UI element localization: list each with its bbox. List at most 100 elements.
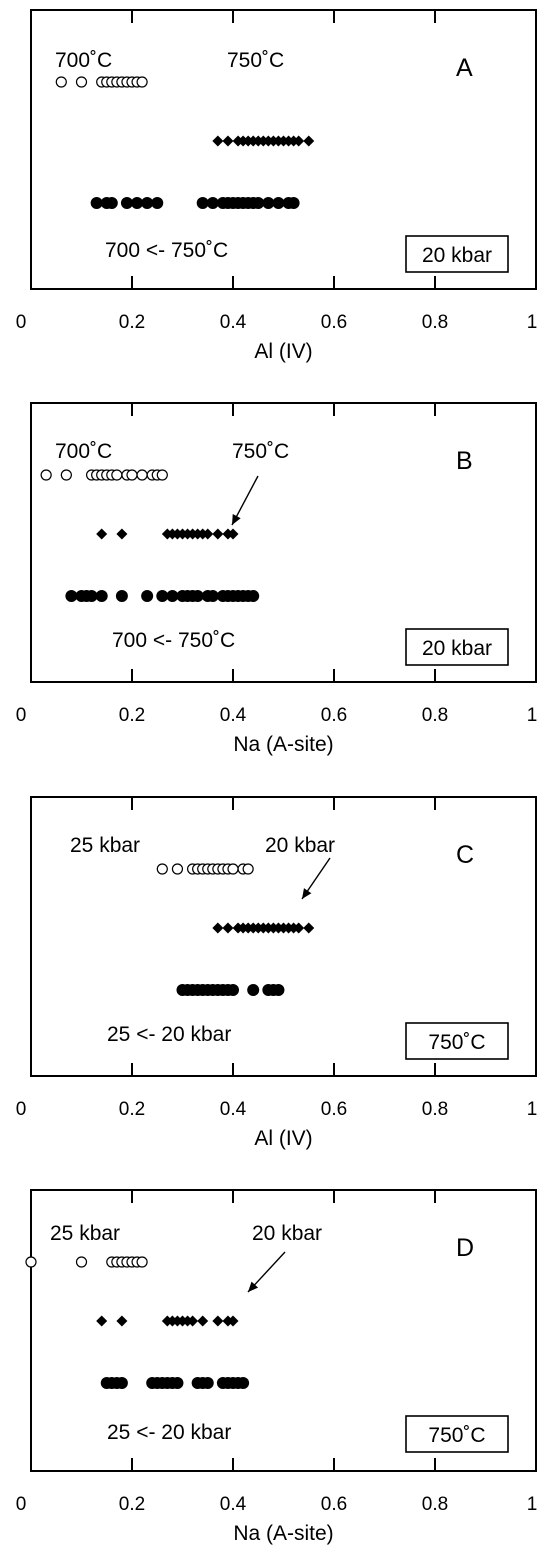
- filled-circle-point: [115, 1377, 128, 1389]
- diamond-point: [222, 922, 234, 934]
- open-circle-point: [136, 76, 148, 88]
- filled-circle-point: [252, 197, 265, 209]
- filled-circle-point: [90, 197, 103, 209]
- annotation-label: 700˚C: [55, 49, 112, 72]
- x-tick-label: 0: [16, 705, 27, 726]
- x-tick-label: 1: [527, 312, 538, 333]
- diamond-point: [212, 135, 224, 147]
- open-circle-point: [136, 1256, 148, 1268]
- x-tick-label: 0.8: [422, 705, 448, 726]
- panel-b: 0 0.2 0.4 0.6 0.8 1 Na (A-site) B 700˚C 750˚C 700 …: [16, 402, 538, 756]
- filled-circle-point: [201, 1377, 214, 1389]
- filled-circle-point: [131, 197, 144, 209]
- boxed-label-frame: [405, 1022, 509, 1060]
- diamond-point: [303, 135, 315, 147]
- arrow-head: [248, 1281, 259, 1292]
- x-tick-label: 1: [527, 1099, 538, 1120]
- panel-letter: B: [456, 447, 473, 475]
- open-circle-point: [136, 469, 148, 481]
- open-circle-point: [75, 76, 88, 88]
- filled-circle-point: [206, 197, 219, 209]
- diamond-point: [212, 1315, 224, 1327]
- x-tick-label: 0.8: [422, 1099, 448, 1120]
- filled-circle-point: [247, 590, 260, 602]
- annotation-label: 700 <- 750˚C: [105, 239, 228, 262]
- filled-circle-point: [85, 590, 98, 602]
- arrow-head: [232, 514, 241, 525]
- filled-circle-point: [115, 590, 128, 602]
- diamond-point: [222, 135, 234, 147]
- x-tick-label: 0.6: [321, 312, 347, 333]
- x-tick-label: 0.6: [321, 1099, 347, 1120]
- x-tick-label: 0.2: [119, 312, 145, 333]
- diamond-point: [197, 1315, 209, 1327]
- annotation-label: 750˚C: [227, 49, 284, 72]
- x-axis-label: Al (IV): [254, 1127, 312, 1150]
- panel-letter: A: [456, 54, 473, 82]
- diamond-point: [293, 922, 305, 934]
- boxed-label: 750˚C: [428, 1424, 485, 1447]
- open-circle-point: [75, 1256, 88, 1268]
- plot-frame: [30, 796, 537, 1077]
- diamond-point: [227, 528, 239, 540]
- annotation-label: 750˚C: [232, 440, 289, 463]
- plot-frame: [30, 1189, 537, 1472]
- x-tick-label: 1: [527, 1494, 538, 1515]
- boxed-label: 20 kbar: [422, 637, 492, 660]
- filled-circle-point: [287, 197, 300, 209]
- boxed-label: 750˚C: [428, 1031, 485, 1054]
- filled-circle-point: [105, 197, 118, 209]
- boxed-label-frame: [405, 628, 509, 666]
- open-circle-point: [25, 1256, 37, 1268]
- filled-circle-point: [191, 590, 204, 602]
- boxed-label: 20 kbar: [422, 244, 492, 267]
- filled-circle-point: [65, 590, 78, 602]
- annotation-label: 20 kbar: [265, 834, 335, 857]
- panel-c: 0 0.2 0.4 0.6 0.8 1 Al (IV) C 25 kbar 20 kbar 25 <…: [16, 796, 538, 1150]
- x-tick-label: 1: [527, 705, 538, 726]
- filled-circle-point: [141, 197, 154, 209]
- x-tick-label: 0: [16, 1494, 27, 1515]
- diamond-point: [187, 1315, 199, 1327]
- filled-circle-point: [166, 590, 179, 602]
- open-circle-point: [156, 469, 168, 481]
- annotation-label: 700 <- 750˚C: [112, 629, 235, 652]
- diamond-point: [116, 528, 128, 540]
- filled-circle-point: [247, 984, 260, 996]
- filled-circle-point: [227, 984, 239, 996]
- filled-circle-point: [272, 197, 285, 209]
- open-circle-point: [55, 76, 67, 88]
- diamond-point: [227, 1315, 239, 1327]
- annotation-label: 20 kbar: [252, 1222, 322, 1245]
- filled-circle-point: [95, 590, 108, 602]
- open-circle-point: [40, 469, 52, 481]
- diamond-point: [303, 922, 315, 934]
- boxed-label-frame: [405, 1415, 509, 1453]
- diamond-point: [212, 922, 224, 934]
- diamond-point: [202, 528, 214, 540]
- filled-circle-point: [151, 197, 164, 209]
- x-tick-label: 0: [16, 1099, 27, 1120]
- x-axis-label: Al (IV): [254, 340, 312, 363]
- x-tick-label: 0.4: [220, 1099, 247, 1120]
- annotation-label: 25 kbar: [50, 1222, 120, 1245]
- open-circle-point: [227, 863, 239, 875]
- diamond-point: [96, 528, 108, 540]
- x-tick-label: 0.2: [119, 1099, 145, 1120]
- x-tick-label: 0.2: [119, 1494, 145, 1515]
- diamond-point: [212, 528, 224, 540]
- annotation-label: 25 <- 20 kbar: [107, 1421, 231, 1444]
- x-tick-label: 0.4: [220, 1494, 247, 1515]
- panel-letter: C: [456, 841, 474, 869]
- arrow-head: [302, 888, 312, 899]
- panel-a: 0 0.2 0.4 0.6 0.8 1 Al (IV) A 700˚C 750˚C 700 <- 7…: [16, 9, 538, 363]
- x-tick-label: 0: [16, 312, 27, 333]
- x-tick-label: 0.8: [422, 1494, 448, 1515]
- x-axis-label: Na (A-site): [233, 733, 333, 756]
- filled-circle-point: [120, 197, 133, 209]
- filled-circle-point: [196, 197, 209, 209]
- boxed-label-frame: [405, 235, 509, 273]
- panel-letter: D: [456, 1234, 474, 1262]
- open-circle-point: [60, 469, 72, 481]
